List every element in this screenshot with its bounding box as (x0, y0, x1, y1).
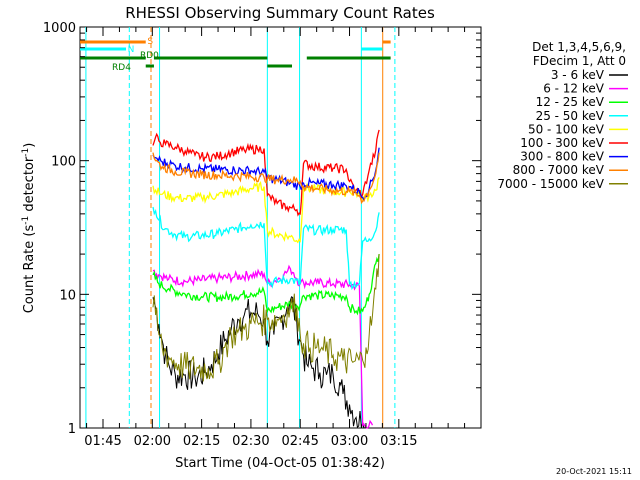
flag-rd-label-1: RD4 (112, 63, 131, 73)
series-line-7000-15000-kev (152, 254, 380, 382)
y-tick-label-1: 1 (68, 422, 76, 437)
series-line-800-7000-kev (152, 152, 380, 205)
legend-header-line-1: Det 1,3,4,5,6,9, (532, 40, 626, 54)
legend-label-12-25-kev: 12 - 25 keV (536, 95, 605, 109)
x-tick-label-02-45: 02:45 (281, 434, 318, 449)
y-axis-label: Count Rate (s-1 detector-1) (21, 143, 37, 314)
chart-title: RHESSI Observing Summary Count Rates (125, 4, 435, 22)
footer-date: 20-Oct-2021 15:11 (556, 467, 632, 476)
legend-label-50-100-kev: 50 - 100 keV (528, 122, 605, 136)
legend: Det 1,3,4,5,6,9, FDecim 1, Att 0 3 - 6 k… (497, 40, 628, 191)
flag-rd-label-2: RD0 (140, 51, 159, 61)
legend-label-100-300-kev: 100 - 300 keV (520, 136, 604, 150)
x-tick-label-03-00: 03:00 (331, 434, 368, 449)
legend-header-line-2: FDecim 1, Att 0 (533, 54, 626, 68)
x-tick-label-03-15: 03:15 (380, 434, 417, 449)
series-line-3-6-kev (152, 296, 367, 429)
x-tick-label-02-00: 02:00 (134, 434, 171, 449)
x-tick-label-01-45: 01:45 (84, 434, 121, 449)
x-axis: 01:45 02:00 02:15 02:30 02:45 03:00 03:15 (84, 27, 482, 449)
status-flags: S N RD4 RD0 (80, 37, 391, 73)
y-tick-label-100: 100 (51, 155, 76, 170)
series-line-12-25-kev (152, 254, 380, 316)
data-series (152, 129, 380, 429)
y-tick-label-1000: 1000 (43, 21, 76, 36)
series-line-50-100-kev (152, 177, 380, 244)
y-axis: 1 10 100 1000 (43, 21, 481, 437)
legend-label-800-7000-kev: 800 - 7000 keV (513, 163, 605, 177)
x-tick-label-02-30: 02:30 (232, 434, 269, 449)
legend-label-3-6-kev: 3 - 6 keV (551, 68, 605, 82)
legend-label-6-12-kev: 6 - 12 keV (543, 82, 605, 96)
series-line-6-12-kev (152, 264, 374, 429)
flag-n-label: N (128, 45, 135, 55)
series-line-300-800-kev (152, 147, 380, 203)
plot-frame (79, 26, 482, 429)
legend-label-300-800-kev: 300 - 800 keV (520, 150, 604, 164)
x-tick-label-02-15: 02:15 (183, 434, 220, 449)
legend-label-7000-15000-kev: 7000 - 15000 keV (497, 177, 604, 191)
series-line-100-300-kev (152, 129, 380, 217)
flag-s-label: S (147, 37, 153, 47)
legend-label-25-50-kev: 25 - 50 keV (536, 109, 605, 123)
x-axis-label: Start Time (04-Oct-05 01:38:42) (175, 456, 385, 471)
series-line-25-50-kev (152, 206, 380, 291)
y-tick-label-10: 10 (59, 288, 76, 303)
